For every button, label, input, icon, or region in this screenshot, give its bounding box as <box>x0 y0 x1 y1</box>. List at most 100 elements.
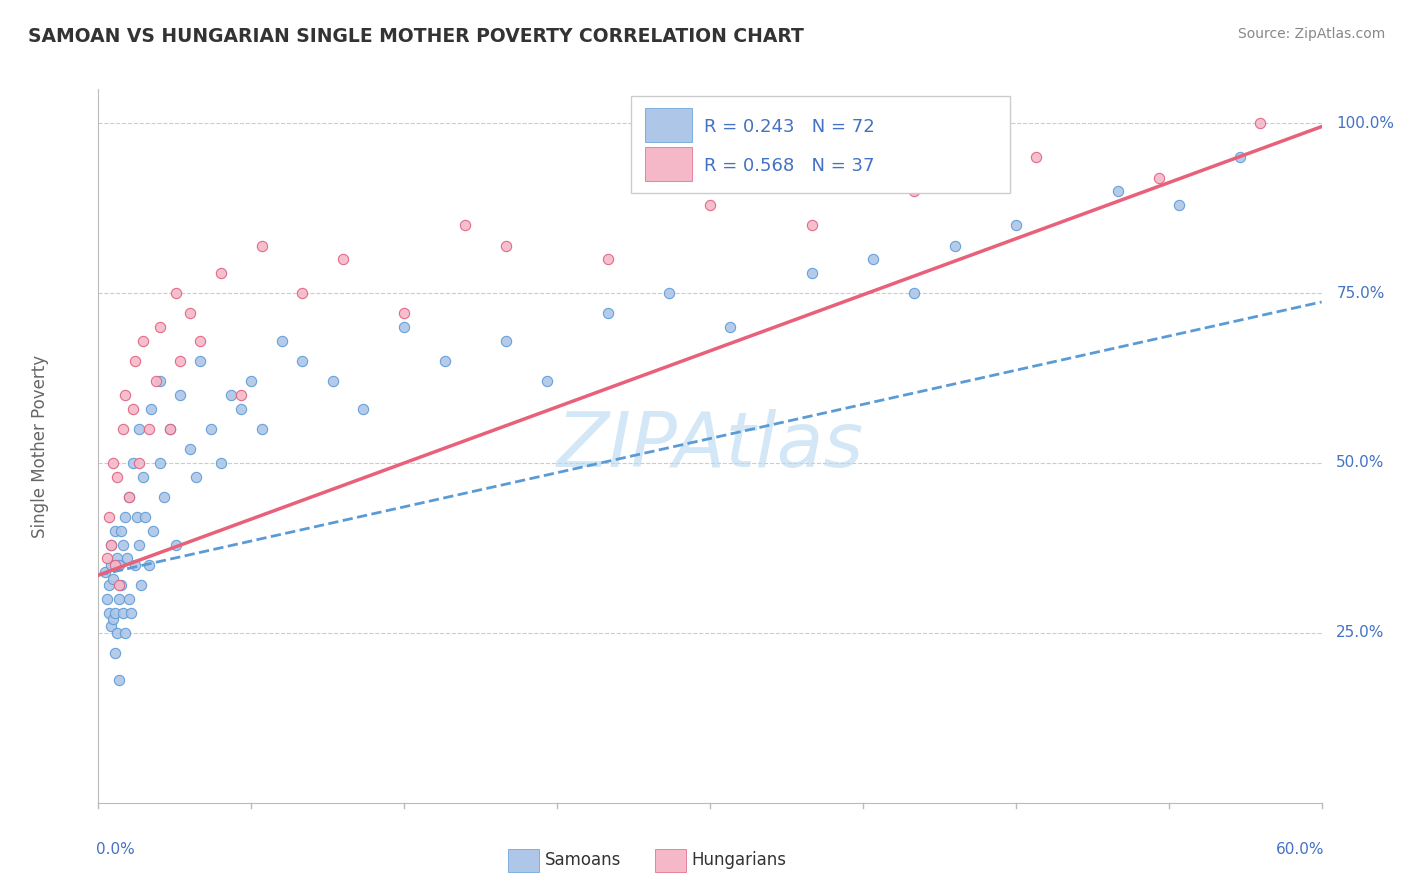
Point <box>903 286 925 301</box>
Point <box>209 266 232 280</box>
Text: 75.0%: 75.0% <box>1336 285 1385 301</box>
Text: R = 0.568   N = 37: R = 0.568 N = 37 <box>704 157 875 175</box>
Point <box>188 334 212 348</box>
Bar <box>630 96 1010 193</box>
Point <box>101 572 124 586</box>
Text: 25.0%: 25.0% <box>1336 625 1385 640</box>
Point <box>105 469 128 483</box>
Point <box>138 558 160 572</box>
Point <box>240 375 263 389</box>
Point <box>118 490 141 504</box>
Point <box>100 537 122 551</box>
Point <box>392 320 416 334</box>
Point <box>186 469 208 483</box>
Point <box>209 456 232 470</box>
Point <box>110 578 132 592</box>
Point <box>114 510 136 524</box>
Point <box>231 388 253 402</box>
Point <box>598 252 620 266</box>
Point <box>392 306 416 320</box>
Point <box>115 551 138 566</box>
Text: 100.0%: 100.0% <box>1336 116 1395 131</box>
Point <box>110 524 132 538</box>
Point <box>145 375 167 389</box>
Point <box>699 198 721 212</box>
Point <box>122 401 145 416</box>
Point <box>1249 116 1271 130</box>
Point <box>169 388 191 402</box>
Text: SAMOAN VS HUNGARIAN SINGLE MOTHER POVERTY CORRELATION CHART: SAMOAN VS HUNGARIAN SINGLE MOTHER POVERT… <box>28 27 804 45</box>
Text: 60.0%: 60.0% <box>1275 842 1324 857</box>
Point <box>903 184 925 198</box>
Point <box>159 422 181 436</box>
Point <box>97 510 120 524</box>
Point <box>118 490 141 504</box>
Point <box>1229 150 1251 164</box>
Point <box>105 551 128 566</box>
Point <box>179 306 201 320</box>
Point <box>96 591 118 606</box>
Bar <box>655 849 686 872</box>
Point <box>149 375 172 389</box>
Point <box>291 354 314 368</box>
Text: 0.0%: 0.0% <box>96 842 135 857</box>
Text: 50.0%: 50.0% <box>1336 456 1385 470</box>
Point <box>1107 184 1129 198</box>
Point <box>598 306 620 320</box>
Text: Single Mother Poverty: Single Mother Poverty <box>31 354 49 538</box>
Point <box>114 626 136 640</box>
Point <box>118 591 141 606</box>
Point <box>128 456 150 470</box>
Point <box>138 422 160 436</box>
Point <box>101 612 124 626</box>
Point <box>495 334 517 348</box>
Point <box>658 286 681 301</box>
Point <box>132 334 155 348</box>
Point <box>1025 150 1047 164</box>
Point <box>105 626 128 640</box>
Point <box>97 606 120 620</box>
Point <box>108 673 131 688</box>
Point <box>718 320 742 334</box>
Point <box>108 558 131 572</box>
Text: R = 0.243   N = 72: R = 0.243 N = 72 <box>704 118 875 136</box>
Point <box>219 388 242 402</box>
Point <box>322 375 344 389</box>
Point <box>111 537 134 551</box>
Point <box>114 388 136 402</box>
Point <box>141 401 163 416</box>
Point <box>122 456 145 470</box>
Point <box>152 490 174 504</box>
Point <box>801 266 824 280</box>
Point <box>1147 170 1170 185</box>
Bar <box>508 849 538 872</box>
Point <box>1167 198 1189 212</box>
Point <box>250 238 273 252</box>
Point <box>101 456 124 470</box>
Point <box>100 558 122 572</box>
Point <box>495 238 517 252</box>
Point <box>104 558 127 572</box>
Point <box>128 537 150 551</box>
Point <box>100 537 122 551</box>
Point <box>93 565 115 579</box>
Point <box>104 524 127 538</box>
Point <box>124 354 146 368</box>
Point <box>134 510 156 524</box>
Point <box>97 578 120 592</box>
Point <box>128 422 150 436</box>
Point <box>943 238 966 252</box>
Text: ZIPAtlas: ZIPAtlas <box>557 409 863 483</box>
Point <box>250 422 273 436</box>
Point <box>104 606 127 620</box>
Point <box>149 320 172 334</box>
Point <box>127 510 149 524</box>
Point <box>104 646 127 660</box>
Point <box>111 422 134 436</box>
Point <box>108 591 131 606</box>
Point <box>129 578 152 592</box>
Text: Samoans: Samoans <box>546 851 621 869</box>
Point <box>111 606 134 620</box>
Point <box>100 619 122 633</box>
Point <box>132 469 155 483</box>
